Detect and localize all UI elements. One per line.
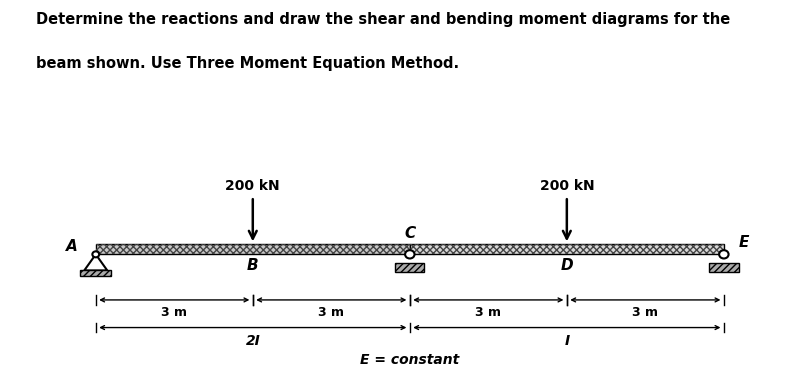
Text: beam shown. Use Three Moment Equation Method.: beam shown. Use Three Moment Equation Me… (36, 56, 460, 72)
Text: Determine the reactions and draw the shear and bending moment diagrams for the: Determine the reactions and draw the she… (36, 12, 731, 27)
Circle shape (92, 251, 99, 258)
Bar (80, 270, 111, 275)
Bar (410, 244, 724, 254)
Text: 3 m: 3 m (318, 307, 345, 319)
Text: 3 m: 3 m (633, 307, 659, 319)
Bar (96, 244, 410, 254)
Text: 3 m: 3 m (475, 307, 501, 319)
Text: 200 kN: 200 kN (539, 179, 594, 193)
Circle shape (406, 250, 414, 258)
Text: A: A (66, 240, 77, 254)
Text: C: C (404, 226, 415, 240)
Circle shape (719, 250, 728, 258)
Text: 3 m: 3 m (161, 307, 187, 319)
Text: 2I: 2I (246, 334, 260, 348)
Bar (395, 263, 424, 272)
Polygon shape (84, 254, 107, 270)
Text: I: I (564, 334, 569, 348)
Bar (410, 244, 724, 254)
Bar (709, 263, 739, 272)
Bar (80, 270, 111, 275)
Text: E = constant: E = constant (360, 353, 460, 367)
Text: B: B (247, 258, 259, 273)
Bar (96, 244, 410, 254)
Text: E: E (739, 235, 749, 251)
Text: 200 kN: 200 kN (225, 179, 280, 193)
Text: D: D (560, 258, 573, 273)
Bar (709, 263, 739, 272)
Bar (395, 263, 424, 272)
